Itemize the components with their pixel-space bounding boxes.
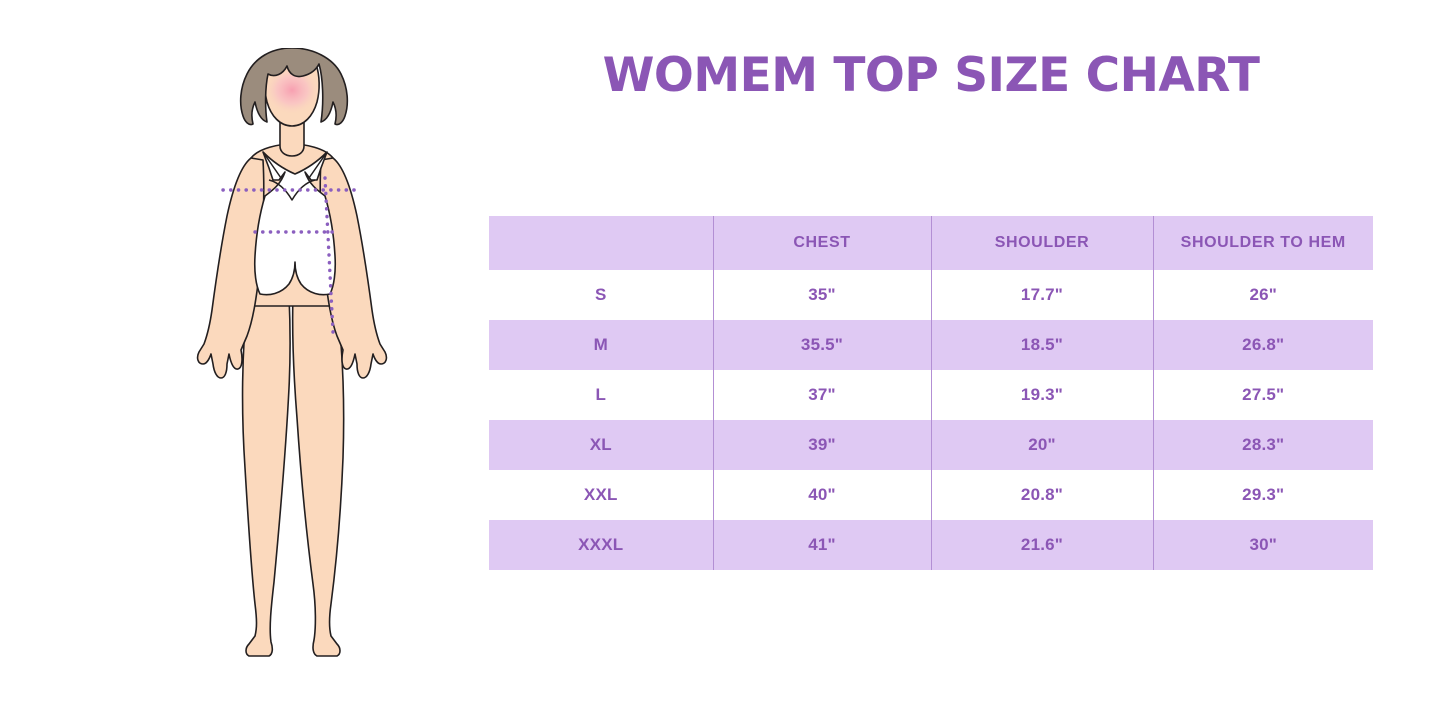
blush [265, 68, 319, 116]
size-cell: L [489, 370, 714, 420]
size-cell: XL [489, 420, 714, 470]
shoulder-cell: 17.7" [931, 270, 1154, 320]
shoulder-to-hem-cell: 26.8" [1153, 320, 1373, 370]
right-leg [291, 293, 345, 657]
chest-cell: 37" [713, 370, 932, 420]
shoulder-to-hem-cell: 28.3" [1153, 420, 1373, 470]
table-row: XXXL 41" 21.6" 30" [489, 520, 1373, 570]
shoulder-to-hem-cell: 30" [1153, 520, 1373, 570]
shoulder-cell: 20.8" [931, 470, 1154, 520]
shoulder-cell: 20" [931, 420, 1154, 470]
size-chart-table: CHEST SHOULDER SHOULDER TO HEM S 35" 17.7"… [489, 216, 1373, 570]
shoulder-to-hem-measure-line [323, 176, 335, 334]
table-row: XL 39" 20" 28.3" [489, 420, 1373, 470]
table-row: S 35" 17.7" 26" [489, 270, 1373, 320]
chest-cell: 39" [713, 420, 932, 470]
table-row: XXL 40" 20.8" 29.3" [489, 470, 1373, 520]
header-shoulder: SHOULDER [931, 216, 1154, 270]
shoulder-to-hem-cell: 27.5" [1153, 370, 1373, 420]
header-chest: CHEST [713, 216, 932, 270]
shoulder-cell: 19.3" [931, 370, 1154, 420]
left-strap [262, 151, 282, 179]
table-header: CHEST SHOULDER SHOULDER TO HEM [489, 216, 1373, 270]
shoulder-to-hem-cell: 29.3" [1153, 470, 1373, 520]
shoulder-cell: 18.5" [931, 320, 1154, 370]
chest-cell: 41" [713, 520, 932, 570]
figure-body [196, 48, 388, 657]
chest-cell: 35.5" [713, 320, 932, 370]
bodysuit-garment [253, 151, 337, 296]
chest-cell: 40" [713, 470, 932, 520]
neckline [268, 179, 316, 201]
header-size [489, 216, 714, 270]
female-figure-illustration [196, 48, 388, 657]
right-strap [308, 151, 328, 179]
chest-cell: 35" [713, 270, 932, 320]
table-row: L 37" 19.3" 27.5" [489, 370, 1373, 420]
left-leg [241, 293, 291, 657]
size-cell: XXL [489, 470, 714, 520]
header-shoulder-to-hem: SHOULDER TO HEM [1153, 216, 1373, 270]
shoulder-cell: 21.6" [931, 520, 1154, 570]
shoulder-to-hem-cell: 26" [1153, 270, 1373, 320]
table-body: S 35" 17.7" 26" M 35.5" 18.5" 26.8" L 37" 19.3" 27.… [489, 270, 1373, 570]
size-cell: XXXL [489, 520, 714, 570]
size-cell: M [489, 320, 714, 370]
illustration-panel: SHOULDER CHEST SHOULDER TO HEM [0, 0, 470, 723]
table-row: M 35.5" 18.5" 26.8" [489, 320, 1373, 370]
header-row: CHEST SHOULDER SHOULDER TO HEM [489, 216, 1373, 270]
left-arm [196, 157, 265, 379]
hair [239, 48, 349, 126]
page-title: WOMEM TOP SIZE CHART [602, 48, 1260, 103]
measurement-guides [221, 176, 363, 334]
size-cell: S [489, 270, 714, 320]
